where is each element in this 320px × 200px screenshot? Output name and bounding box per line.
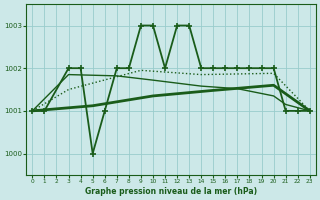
X-axis label: Graphe pression niveau de la mer (hPa): Graphe pression niveau de la mer (hPa) — [85, 187, 257, 196]
